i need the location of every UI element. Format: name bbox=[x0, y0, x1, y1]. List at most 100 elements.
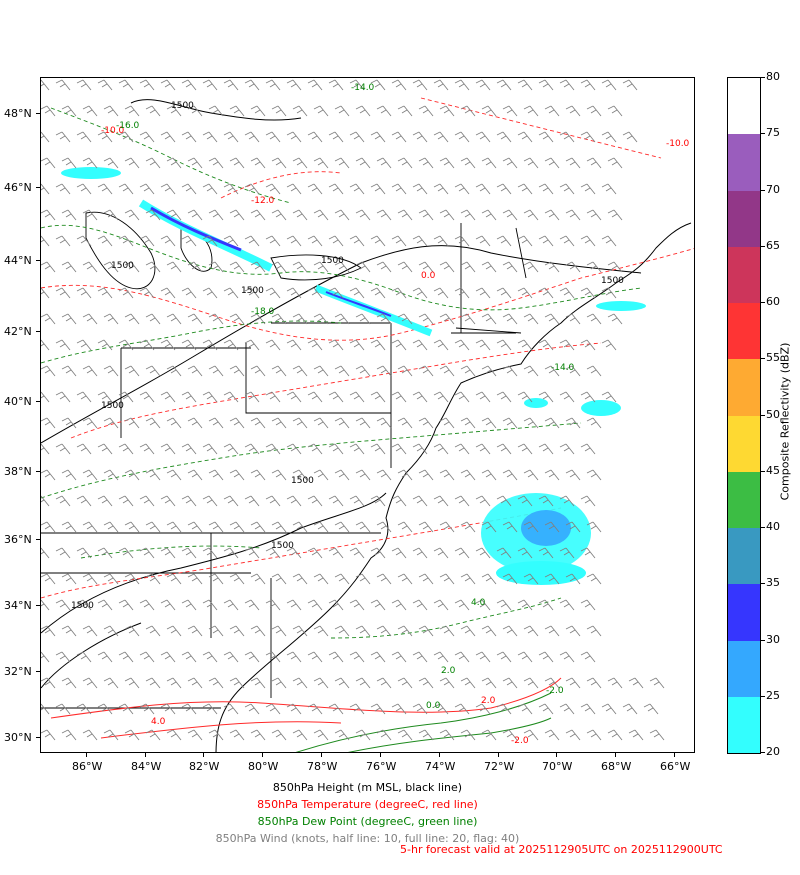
wind-barb bbox=[544, 677, 560, 689]
wind-barb bbox=[523, 729, 539, 741]
wind-barb bbox=[376, 469, 392, 481]
wind-barb bbox=[481, 261, 497, 273]
colorbar-tick bbox=[761, 527, 765, 528]
wind-barb bbox=[271, 365, 287, 377]
wind-barb bbox=[124, 521, 140, 533]
wind-barb bbox=[139, 287, 155, 299]
wind-barb bbox=[166, 521, 182, 533]
wind-barb bbox=[244, 287, 260, 299]
height-contour-label: 1500 bbox=[601, 276, 624, 286]
wind-barb bbox=[370, 79, 386, 91]
wind-barb bbox=[97, 339, 113, 351]
wind-barb bbox=[355, 417, 371, 429]
wind-barb bbox=[544, 105, 560, 117]
wind-barb bbox=[82, 209, 98, 221]
wind-barb bbox=[208, 469, 224, 481]
wind-barb bbox=[439, 157, 455, 169]
wind-barb bbox=[544, 521, 560, 533]
wind-barb bbox=[286, 651, 302, 663]
wind-barb bbox=[250, 521, 266, 533]
reflectivity-colorbar bbox=[727, 77, 761, 754]
wind-barb bbox=[538, 79, 554, 91]
wind-barb bbox=[97, 547, 113, 559]
wind-barb bbox=[391, 651, 407, 663]
wind-barb bbox=[481, 625, 497, 637]
wind-barb bbox=[328, 443, 344, 455]
wind-barb bbox=[412, 79, 428, 91]
wind-barb bbox=[208, 313, 224, 325]
wind-barb bbox=[265, 339, 281, 351]
wind-barb bbox=[265, 443, 281, 455]
wind-barb bbox=[202, 599, 218, 611]
wind-barb bbox=[103, 521, 119, 533]
wind-barb bbox=[580, 547, 596, 559]
wind-barb bbox=[334, 157, 350, 169]
lon-label: 78°W bbox=[307, 760, 338, 773]
wind-barb bbox=[433, 183, 449, 195]
forecast-valid-caption: 5-hr forecast valid at 2025112905UTC on … bbox=[400, 843, 723, 856]
great-lakes bbox=[85, 211, 362, 290]
wind-barb bbox=[334, 313, 350, 325]
wind-barb bbox=[166, 209, 182, 221]
wind-barb bbox=[181, 339, 197, 351]
wind-barb bbox=[418, 157, 434, 169]
wind-barb bbox=[160, 495, 176, 507]
wind-barb bbox=[307, 703, 323, 715]
wind-barb bbox=[55, 599, 71, 611]
wind-barb bbox=[460, 313, 476, 325]
wind-barb bbox=[229, 521, 245, 533]
wind-barb bbox=[97, 599, 113, 611]
colorbar-tick-label: 30 bbox=[766, 632, 780, 646]
wind-barb bbox=[76, 391, 92, 403]
wind-barb bbox=[454, 79, 470, 91]
wind-barb bbox=[55, 287, 71, 299]
wind-barb bbox=[544, 417, 560, 429]
wind-barb bbox=[313, 677, 329, 689]
wind-barb bbox=[433, 235, 449, 247]
wind-barb bbox=[208, 677, 224, 689]
wind-barb bbox=[328, 79, 344, 91]
temperature-contour-label: 4.0 bbox=[151, 717, 166, 727]
wind-barb bbox=[166, 677, 182, 689]
wind-barb bbox=[580, 651, 596, 663]
wind-barb bbox=[271, 573, 287, 585]
wind-barb bbox=[397, 521, 413, 533]
wind-barb bbox=[607, 677, 623, 689]
wind-barb bbox=[334, 677, 350, 689]
wind-barb bbox=[370, 391, 386, 403]
wind-barb bbox=[271, 729, 287, 741]
wind-barb bbox=[166, 417, 182, 429]
wind-barb bbox=[349, 339, 365, 351]
wind-barb bbox=[580, 495, 596, 507]
wind-barb bbox=[439, 625, 455, 637]
wind-barb bbox=[244, 599, 260, 611]
colorbar-tick-label: 40 bbox=[766, 520, 780, 533]
colorbar-tick bbox=[761, 583, 765, 585]
wind-barb bbox=[481, 209, 497, 221]
wind-barb bbox=[397, 105, 413, 117]
wind-barb bbox=[250, 365, 266, 377]
wind-barb bbox=[41, 235, 50, 247]
wind-barb bbox=[454, 391, 470, 403]
wind-barb bbox=[391, 443, 407, 455]
wind-barb bbox=[265, 495, 281, 507]
wind-barb bbox=[313, 313, 329, 325]
wind-barb bbox=[292, 729, 308, 741]
wind-barb bbox=[229, 417, 245, 429]
wind-barb bbox=[454, 495, 470, 507]
wind-barb bbox=[61, 365, 77, 377]
wind-barb bbox=[244, 235, 260, 247]
wind-barb bbox=[187, 209, 203, 221]
colorbar-title: Composite Reflectivity (dBZ) bbox=[778, 342, 792, 501]
wind-barb bbox=[565, 313, 581, 325]
wind-barb bbox=[187, 313, 203, 325]
wind-barb bbox=[412, 131, 428, 143]
wind-barb bbox=[97, 235, 113, 247]
wind-barb bbox=[292, 573, 308, 585]
wind-barb bbox=[607, 209, 623, 221]
wind-barb bbox=[580, 443, 596, 455]
wind-barb bbox=[391, 79, 407, 91]
wind-barb bbox=[496, 651, 512, 663]
wind-barb bbox=[208, 729, 224, 741]
dewpoint-caption: 850hPa Dew Point (degreeC, green line) bbox=[257, 815, 478, 828]
